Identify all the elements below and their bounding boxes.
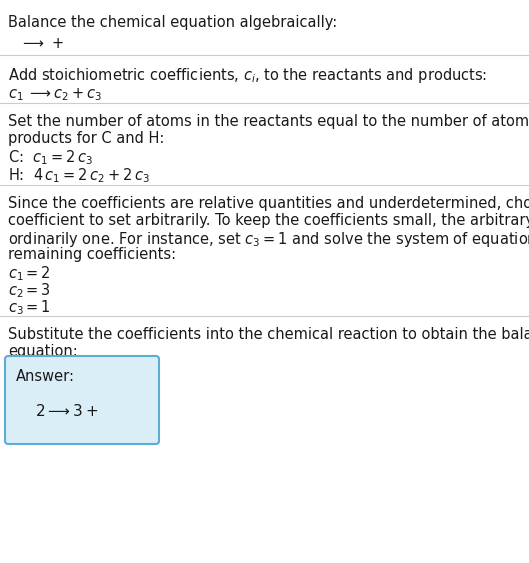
Text: coefficient to set arbitrarily. To keep the coefficients small, the arbitrary va: coefficient to set arbitrarily. To keep … <box>8 213 529 228</box>
Text: C:  $c_1 = 2\,c_3$: C: $c_1 = 2\,c_3$ <box>8 148 93 167</box>
Text: equation:: equation: <box>8 344 78 359</box>
Text: H:  $4\,c_1 = 2\,c_2 + 2\,c_3$: H: $4\,c_1 = 2\,c_2 + 2\,c_3$ <box>8 166 150 185</box>
Text: Set the number of atoms in the reactants equal to the number of atoms in the: Set the number of atoms in the reactants… <box>8 114 529 129</box>
Text: products for C and H:: products for C and H: <box>8 131 165 146</box>
Text: Answer:: Answer: <box>16 369 75 384</box>
Text: $2 \longrightarrow 3 +$: $2 \longrightarrow 3 +$ <box>35 403 98 419</box>
Text: $c_3 = 1$: $c_3 = 1$ <box>8 298 51 317</box>
Text: $c_1 = 2$: $c_1 = 2$ <box>8 264 51 283</box>
Text: $\longrightarrow$ +: $\longrightarrow$ + <box>20 36 64 51</box>
Text: $c_2 = 3$: $c_2 = 3$ <box>8 281 51 300</box>
FancyBboxPatch shape <box>5 356 159 444</box>
Text: Balance the chemical equation algebraically:: Balance the chemical equation algebraica… <box>8 15 338 30</box>
Text: Since the coefficients are relative quantities and underdetermined, choose a: Since the coefficients are relative quan… <box>8 196 529 211</box>
Text: remaining coefficients:: remaining coefficients: <box>8 247 176 262</box>
Text: Substitute the coefficients into the chemical reaction to obtain the balanced: Substitute the coefficients into the che… <box>8 327 529 342</box>
Text: $c_1 \;\longrightarrow c_2 + c_3$: $c_1 \;\longrightarrow c_2 + c_3$ <box>8 86 102 102</box>
Text: ordinarily one. For instance, set $c_3 = 1$ and solve the system of equations fo: ordinarily one. For instance, set $c_3 =… <box>8 230 529 249</box>
Text: Add stoichiometric coefficients, $c_i$, to the reactants and products:: Add stoichiometric coefficients, $c_i$, … <box>8 66 487 85</box>
